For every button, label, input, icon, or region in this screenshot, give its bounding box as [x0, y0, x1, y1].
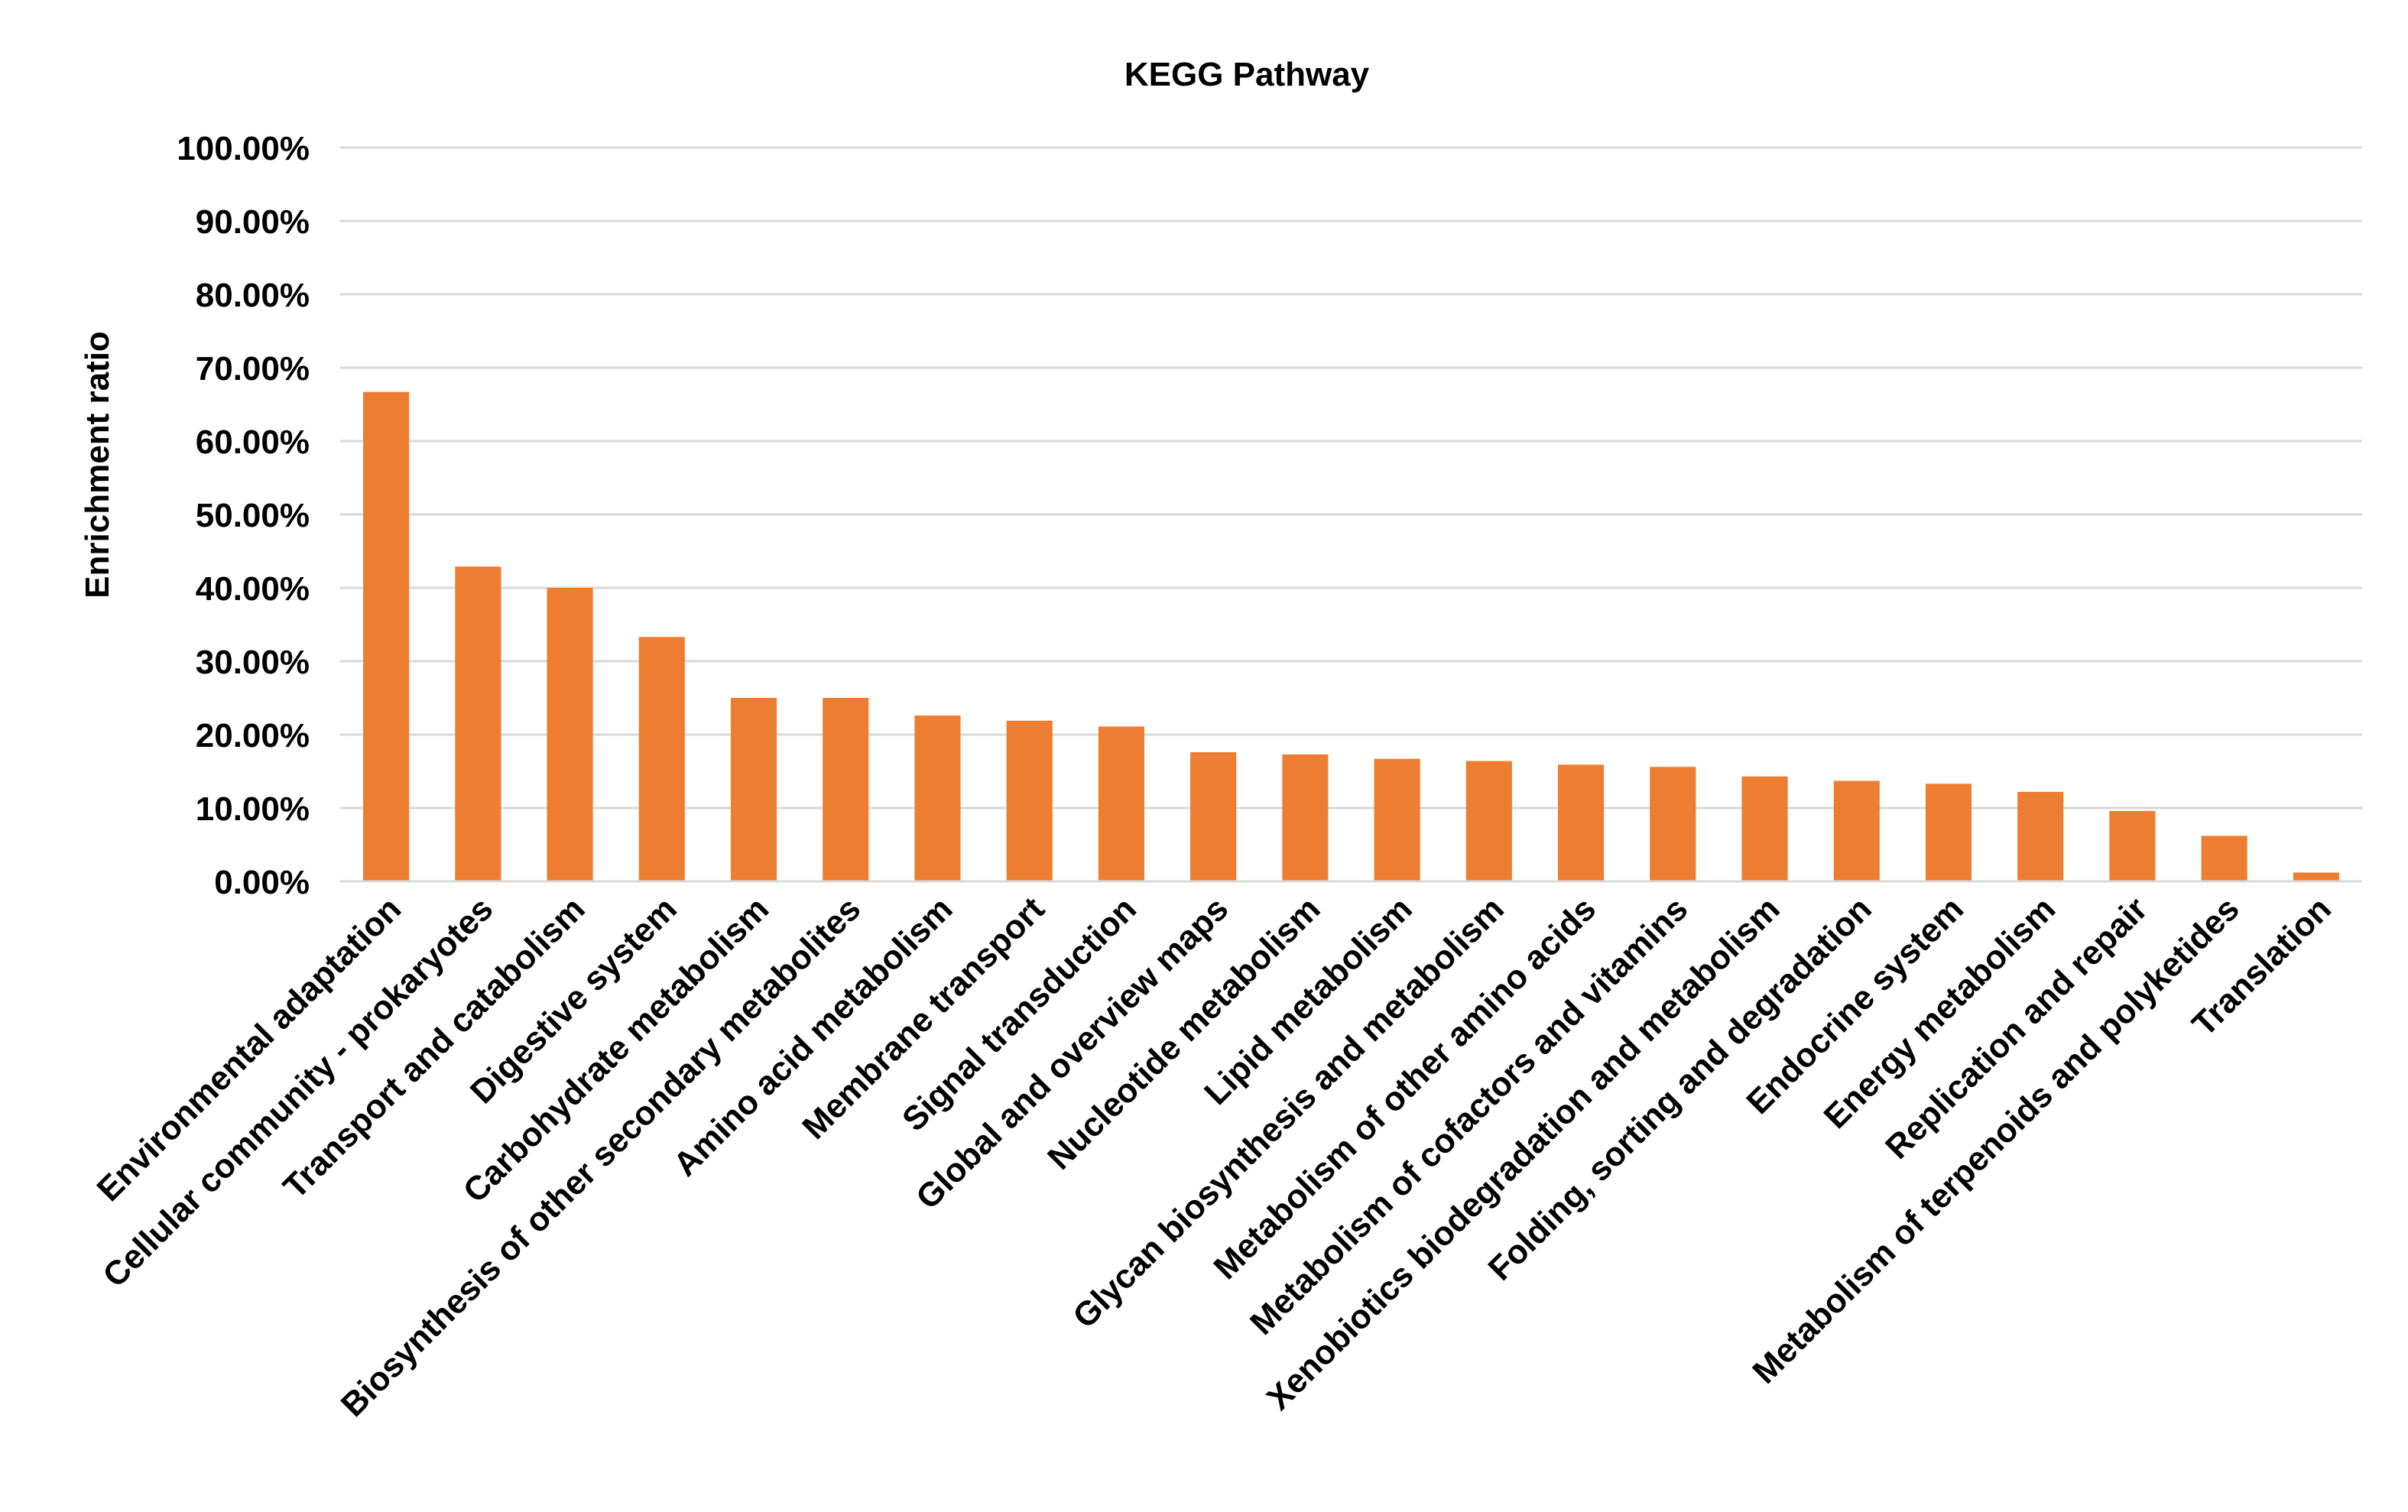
- bar: [1374, 758, 1420, 881]
- bar: [1098, 726, 1144, 881]
- bar: [547, 588, 593, 881]
- y-tick-label: 100.00%: [177, 130, 310, 167]
- y-tick-labels: 0.00% 10.00% 20.00% 30.00% 40.00% 50.00% 60.00…: [177, 130, 310, 901]
- bar: [1282, 754, 1329, 881]
- y-tick-label: 20.00%: [196, 717, 310, 754]
- x-tick-label: Glycan biosynthesis and metabolism: [1066, 890, 1511, 1335]
- y-tick-label: 90.00%: [196, 203, 310, 241]
- bar: [1833, 780, 1880, 881]
- bar: [1650, 767, 1696, 881]
- y-axis-label: Enrichment ratio: [79, 331, 116, 599]
- bar: [2109, 810, 2156, 881]
- bar: [455, 566, 501, 881]
- bar: [2017, 791, 2064, 881]
- bar: [1465, 761, 1512, 881]
- bar: [1190, 752, 1237, 881]
- bar: [823, 698, 869, 881]
- y-tick-label: 40.00%: [196, 570, 310, 608]
- y-tick-label: 80.00%: [196, 277, 310, 314]
- bar: [1006, 720, 1053, 881]
- y-tick-label: 50.00%: [196, 497, 310, 534]
- y-tick-label: 10.00%: [196, 790, 310, 828]
- bar: [2293, 872, 2339, 881]
- bar: [2201, 835, 2247, 881]
- bars: [363, 391, 2339, 881]
- y-tick-label: 60.00%: [196, 423, 310, 461]
- bar: [363, 391, 410, 881]
- bar: [730, 698, 777, 881]
- bar: [1925, 784, 1972, 881]
- y-tick-label: 30.00%: [196, 644, 310, 681]
- chart-title: KEGG Pathway: [1124, 56, 1370, 93]
- y-tick-label: 0.00%: [214, 864, 310, 901]
- bar: [1741, 776, 1788, 881]
- x-tick-label: Cellular community - prokaryotes: [96, 890, 500, 1294]
- bar: [638, 637, 685, 881]
- bar: [914, 715, 961, 881]
- y-tick-label: 70.00%: [196, 350, 310, 388]
- bar: [1558, 764, 1605, 881]
